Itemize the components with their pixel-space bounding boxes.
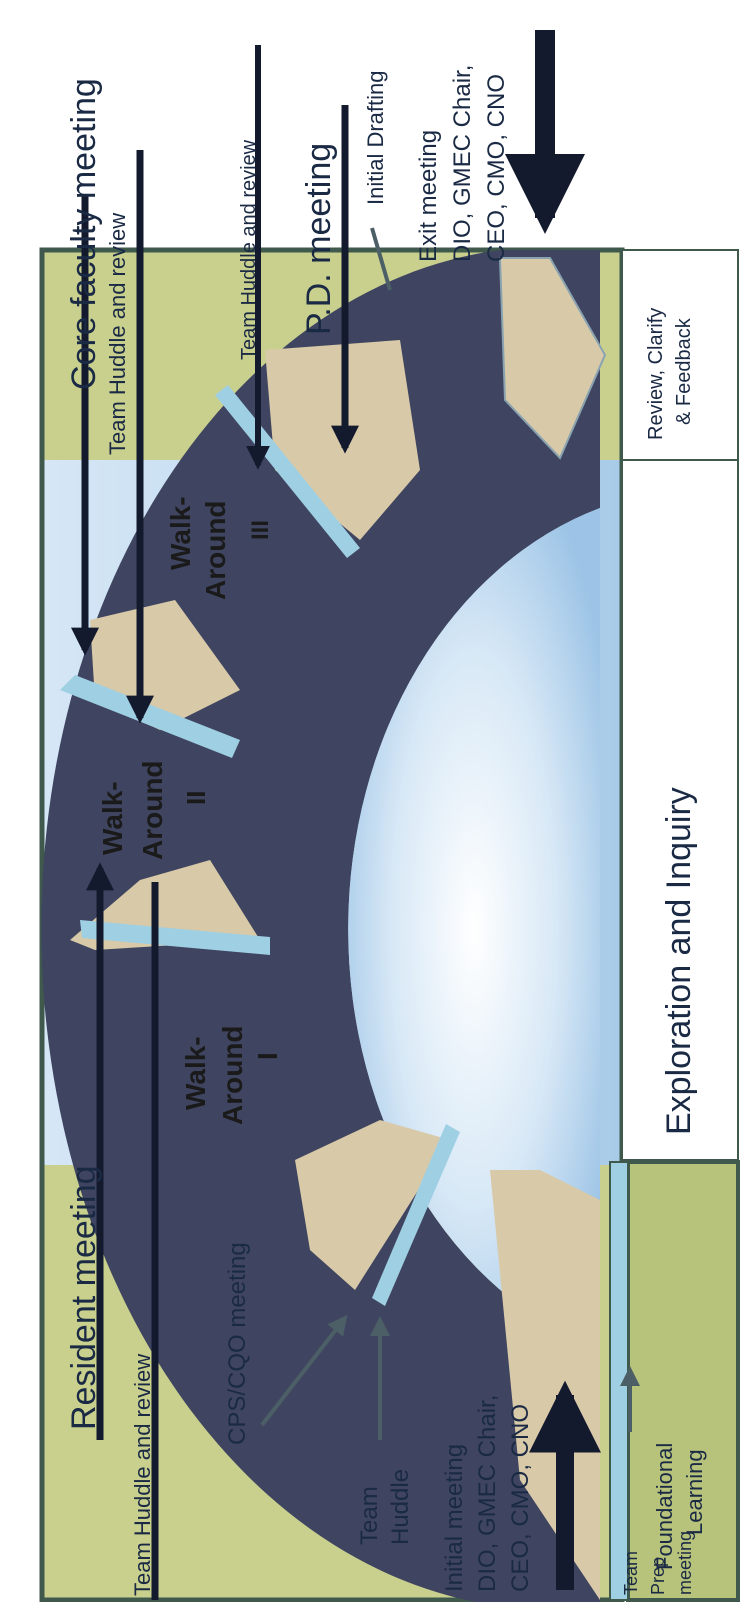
label-team-huddle-line2: Huddle: [387, 1469, 414, 1545]
label-resident-meeting: Resident meeting: [65, 1165, 103, 1430]
label-walk-around-2-line2: Around: [137, 760, 168, 860]
label-foundational-line1: Foundational: [652, 1443, 677, 1570]
segment-cps: [295, 1120, 450, 1290]
label-foundational-line2: Learning: [682, 1449, 707, 1535]
label-initial-meeting-line1: Initial meeting: [441, 1444, 468, 1592]
label-review-line1: Review, Clarify: [645, 308, 667, 440]
label-team-huddle-review-2: Team Huddle and review: [105, 213, 130, 455]
label-team-prep-line1: Team: [621, 1551, 641, 1595]
label-walk-around-3-line2: Around: [200, 500, 231, 600]
label-exit-meeting-line3: CEO, CMO, CNO: [483, 74, 510, 262]
label-walk-around-2-line1: Walk-: [97, 781, 128, 855]
team-prep-separator: [609, 1161, 629, 1601]
label-walk-around-1-line1: Walk-: [180, 1036, 211, 1110]
exploration-box: [621, 459, 739, 1161]
label-review-line2: & Feedback: [673, 317, 695, 425]
label-team-huddle-review-3: Team Huddle and review: [238, 139, 260, 360]
label-exit-meeting-line2: DIO, GMEC Chair,: [449, 65, 476, 262]
ring-background: [41, 250, 600, 1607]
label-walk-around-3-line3: III: [247, 520, 274, 540]
label-exploration: Exploration and Inquiry: [660, 787, 698, 1135]
label-pd-meeting: P.D. meeting: [300, 143, 338, 335]
pointer-cps: [260, 1314, 348, 1427]
label-initial-drafting: Initial Drafting: [363, 70, 388, 205]
review-box: [621, 249, 739, 461]
pointer-drafting: [370, 227, 392, 291]
segment-exit: [498, 257, 607, 460]
label-team-huddle-line1: Team: [356, 1486, 383, 1545]
label-walk-around-2-line3: II: [181, 791, 211, 805]
separator-4: [372, 1124, 460, 1306]
label-initial-meeting-line3: CEO, CMO, CNO: [507, 1404, 534, 1592]
label-core-faculty-meeting: Core faculty meeting: [65, 78, 103, 390]
separator-1: [215, 385, 360, 558]
label-team-prep-line3: meeting: [675, 1531, 695, 1595]
label-walk-around-1-line3: I: [252, 1052, 283, 1060]
label-walk-around-3-line1: Walk-: [165, 496, 196, 570]
label-cps-cqo-meeting: CPS/CQO meeting: [224, 1242, 251, 1445]
label-walk-around-1-line2: Around: [217, 1025, 248, 1125]
label-team-huddle-review-1: Team Huddle and review: [130, 1354, 155, 1596]
separator-3: [80, 920, 270, 955]
label-exit-meeting-line1: Exit meeting: [415, 130, 442, 262]
label-team-prep-line2: Prep: [648, 1557, 668, 1595]
label-initial-meeting-line2: DIO, GMEC Chair,: [474, 1395, 501, 1592]
